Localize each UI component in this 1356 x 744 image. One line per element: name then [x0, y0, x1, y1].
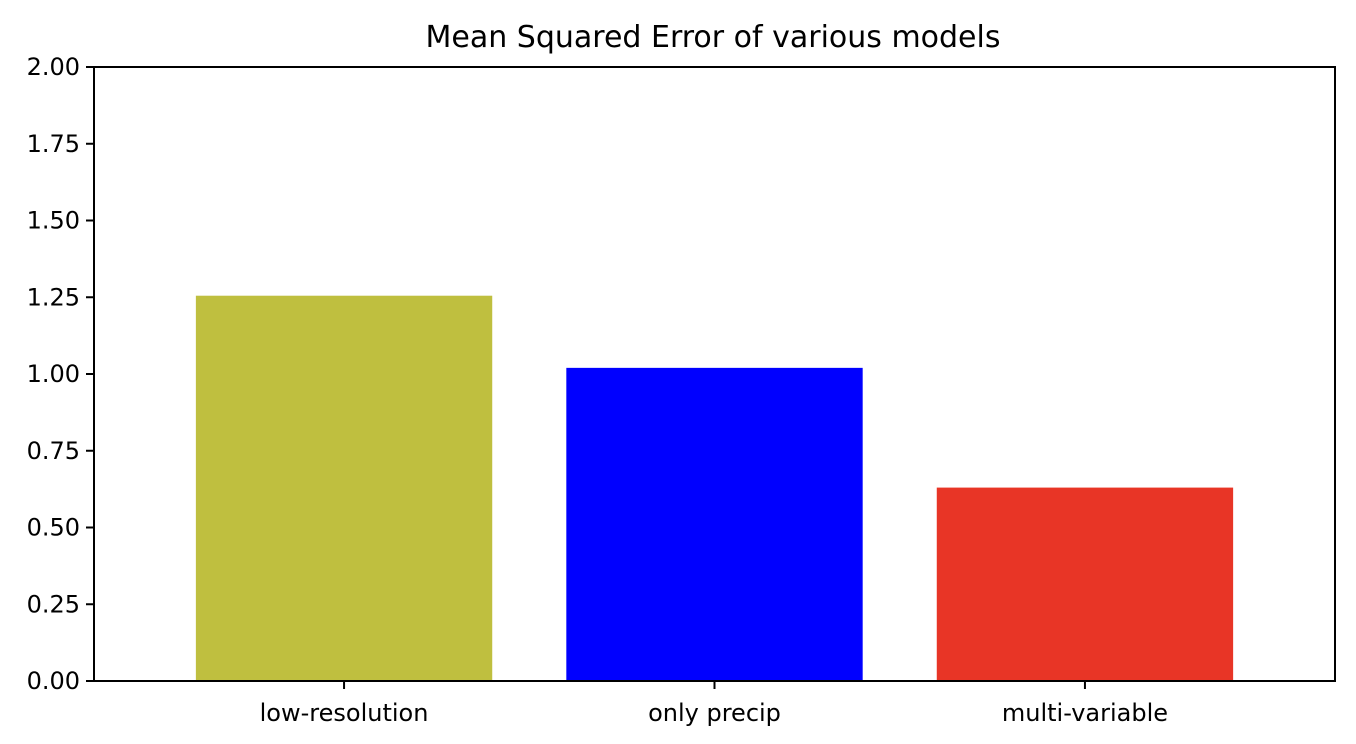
x-tick-label: only precip	[648, 699, 781, 727]
y-tick-label: 2.00	[27, 53, 80, 81]
y-tick-label: 0.25	[27, 590, 80, 618]
x-tick-label: multi-variable	[1002, 699, 1168, 727]
y-tick-label: 1.25	[27, 283, 80, 311]
y-axis: 0.00 0.25 0.50 0.75 1.00 1.25 1.50 1.75 2.00	[27, 53, 94, 695]
y-tick-label: 0.00	[27, 667, 80, 695]
x-axis: low-resolution only precip multi-variable	[260, 681, 1168, 727]
chart-title: Mean Squared Error of various models	[426, 20, 1001, 55]
bars-group	[195, 295, 1234, 681]
y-tick-label: 0.50	[27, 514, 80, 542]
bar-only-precip	[566, 367, 863, 681]
y-tick-label: 0.75	[27, 437, 80, 465]
plot-frame	[93, 66, 1336, 682]
y-tick-label: 1.75	[27, 130, 80, 158]
y-tick-label: 1.50	[27, 207, 80, 235]
bar-multi-variable	[936, 487, 1234, 681]
bar-low-resolution	[195, 295, 493, 681]
x-tick-label: low-resolution	[260, 699, 429, 727]
y-tick-label: 1.00	[27, 360, 80, 388]
